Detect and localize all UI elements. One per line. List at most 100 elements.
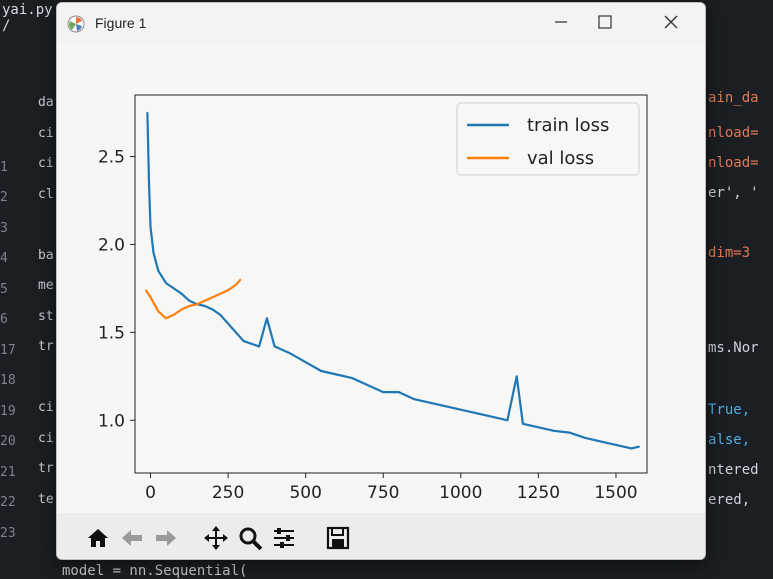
minimize-icon xyxy=(555,21,567,23)
data-point xyxy=(157,310,160,313)
pan-icon[interactable] xyxy=(203,525,229,551)
code-line-fragment: ain_da xyxy=(708,90,759,106)
zoom-icon[interactable] xyxy=(237,525,263,551)
data-point xyxy=(235,331,237,334)
close-icon xyxy=(664,15,678,29)
x-tick-label: 0 xyxy=(145,483,156,503)
x-tick-label: 250 xyxy=(212,483,244,503)
line-number: 5 xyxy=(0,281,8,297)
data-point xyxy=(149,226,152,228)
data-point xyxy=(180,308,183,311)
line-number xyxy=(0,129,30,160)
data-point xyxy=(289,352,291,355)
code-line-fragment: te xyxy=(38,491,54,507)
data-point xyxy=(145,289,147,291)
maximize-button[interactable] xyxy=(585,9,625,35)
code-line-fragment: nload= xyxy=(708,125,759,141)
y-tick-label: 1.0 xyxy=(98,411,125,431)
data-point xyxy=(165,282,167,284)
data-point xyxy=(219,313,222,316)
x-tick-label: 1000 xyxy=(439,483,482,503)
train-loss-line xyxy=(146,112,640,450)
data-point xyxy=(320,370,322,372)
data-point xyxy=(196,303,198,306)
code-line-fragment: ci xyxy=(38,156,54,171)
line-number: 19 xyxy=(0,403,16,419)
x-tick-label: 500 xyxy=(289,483,321,503)
data-point xyxy=(506,419,509,422)
data-point xyxy=(204,305,206,307)
code-line-fragment: ba xyxy=(38,247,54,263)
back-arrow-icon[interactable] xyxy=(119,525,145,551)
data-point xyxy=(172,287,175,290)
legend-label: val loss xyxy=(527,148,594,169)
data-point xyxy=(413,398,416,400)
code-bottom-line: model = nn.Sequential( xyxy=(62,563,248,579)
data-point xyxy=(172,313,175,316)
code-line-fragment xyxy=(38,217,54,248)
data-point xyxy=(204,299,206,302)
data-point xyxy=(460,408,462,411)
loss-chart: 0 250 500 750 1000 1250 1500 1.0 1.5 2.0 2.5 train… xyxy=(98,94,648,503)
code-line-fragment: alse, xyxy=(708,432,751,448)
data-point xyxy=(188,305,191,307)
data-point xyxy=(266,317,268,320)
data-point xyxy=(273,345,276,348)
code-line-fragment: tr xyxy=(38,339,54,354)
code-line-fragment: st xyxy=(38,308,54,324)
data-point xyxy=(630,447,633,450)
code-line-fragment: me xyxy=(38,278,54,293)
line-number: 6 xyxy=(0,312,8,327)
data-point xyxy=(165,317,167,320)
line-number xyxy=(0,68,30,99)
line-number: 21 xyxy=(0,464,16,480)
editor-file-title: yai.py / xyxy=(2,2,53,34)
line-number xyxy=(0,99,30,130)
code-line-fragment xyxy=(38,370,54,401)
figure-canvas[interactable]: 0 250 500 750 1000 1250 1500 1.0 1.5 2.0 2.5 train… xyxy=(57,43,705,513)
forward-arrow-icon[interactable] xyxy=(153,525,179,551)
data-point xyxy=(180,292,183,295)
data-point xyxy=(351,377,354,379)
x-tick-label: 1500 xyxy=(594,483,637,503)
close-button[interactable] xyxy=(651,9,691,35)
matplotlib-icon xyxy=(67,15,85,33)
x-tick-label: 750 xyxy=(367,483,399,503)
figure-window: Figure 1 0 250 500 750 1000 1250 1500 1.0 1.5 2.0… xyxy=(56,2,706,560)
code-line-fragment: tr xyxy=(38,461,54,476)
data-point xyxy=(638,445,641,448)
navigation-toolbar xyxy=(57,513,705,559)
data-point xyxy=(366,384,369,386)
data-point xyxy=(227,322,229,325)
data-point xyxy=(491,415,493,418)
code-line-fragment: da xyxy=(38,95,54,110)
legend-label: train loss xyxy=(527,115,609,136)
data-point xyxy=(219,292,222,295)
code-line-fragment: ci xyxy=(38,430,54,446)
window-title: Figure 1 xyxy=(95,15,147,31)
data-point xyxy=(211,296,214,298)
y-tick-label: 1.5 xyxy=(98,323,125,343)
y-tick-label: 2.5 xyxy=(98,148,125,168)
configure-subplots-icon[interactable] xyxy=(271,525,297,551)
data-point xyxy=(146,111,149,114)
code-line-fragment: cl xyxy=(38,186,54,202)
window-titlebar[interactable]: Figure 1 xyxy=(57,3,705,43)
data-point xyxy=(242,340,245,342)
data-point xyxy=(515,375,518,378)
data-point xyxy=(258,345,260,348)
data-point xyxy=(188,299,191,302)
save-icon[interactable] xyxy=(325,525,351,551)
data-point xyxy=(227,289,229,291)
minimize-button[interactable] xyxy=(541,9,581,35)
line-number-gutter: 1 2 3 4 5 6 17 18 19 20 21 22 23 xyxy=(0,68,30,556)
line-number: 20 xyxy=(0,434,16,449)
code-line-fragment: True, xyxy=(708,402,751,418)
home-icon[interactable] xyxy=(85,525,111,551)
data-point xyxy=(304,361,307,364)
data-point xyxy=(522,422,524,425)
data-point xyxy=(152,252,155,255)
maximize-icon xyxy=(598,15,612,29)
code-line-fragment: ms.Nor xyxy=(708,340,759,356)
y-tick-label: 2.0 xyxy=(98,235,125,255)
